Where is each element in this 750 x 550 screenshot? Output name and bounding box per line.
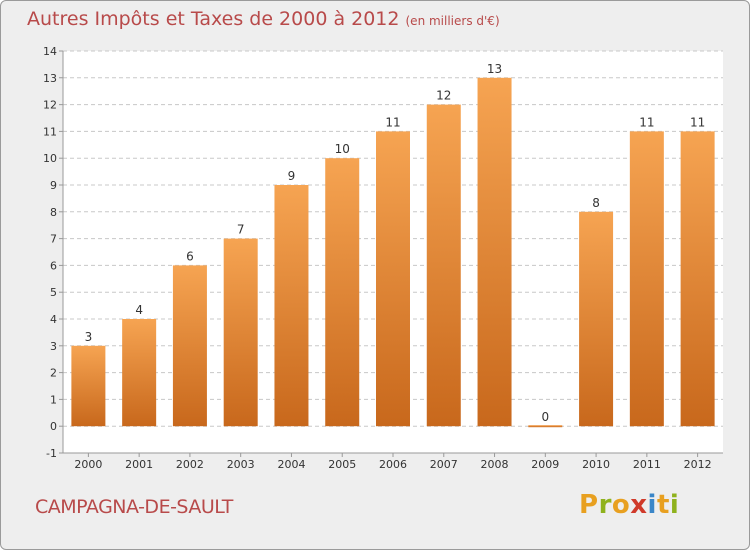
value-label: 11 (639, 115, 654, 129)
y-tick-label: 9 (50, 179, 57, 192)
logo-letter: P (579, 490, 599, 520)
x-tick-label: 2007 (430, 458, 458, 471)
bar (629, 131, 664, 427)
x-tick-label: 2003 (227, 458, 255, 471)
x-tick-label: 2001 (125, 458, 153, 471)
value-label: 12 (436, 89, 451, 103)
x-tick-label: 2005 (328, 458, 356, 471)
bar (71, 345, 106, 427)
bar (223, 238, 258, 427)
logo-letter: t (656, 490, 670, 520)
value-label: 3 (85, 330, 93, 344)
bar (172, 265, 207, 427)
y-tick-label: 10 (43, 152, 57, 165)
y-tick-label: 2 (50, 367, 57, 380)
y-tick-label: 7 (50, 233, 57, 246)
y-tick-label: 5 (50, 286, 57, 299)
title-unit: (en milliers d'€) (405, 14, 500, 28)
x-tick-label: 2002 (176, 458, 204, 471)
y-tick-label: 11 (43, 125, 57, 138)
logo-letter: r (598, 490, 612, 520)
x-tick-label: 2008 (481, 458, 509, 471)
bar (579, 211, 614, 427)
x-tick-label: 2004 (277, 458, 305, 471)
title-text: Autres Impôts et Taxes de 2000 à 2012 (27, 8, 400, 30)
x-tick-label: 2000 (74, 458, 102, 471)
value-labels: 3 4 6 7 9 10 11 12 13 0 8 11 11 (85, 62, 706, 424)
bar (376, 131, 410, 427)
value-label: 7 (237, 223, 245, 237)
x-axis-ticks: 2000 2001 2002 2003 2004 2005 2006 2007 2008 2009… (74, 453, 712, 471)
proxiti-logo: Proxiti (579, 490, 679, 520)
value-label: 10 (335, 142, 350, 156)
value-label: 6 (186, 249, 194, 263)
logo-letter: o (611, 490, 631, 520)
x-tick-label: 2006 (379, 458, 407, 471)
value-label: 13 (487, 62, 502, 76)
value-label: 0 (541, 410, 549, 424)
bar (680, 131, 715, 427)
chart-title: Autres Impôts et Taxes de 2000 à 2012 (en… (27, 8, 500, 30)
bar (325, 158, 360, 427)
y-tick-label: 1 (50, 393, 57, 406)
value-label: 9 (288, 169, 296, 183)
y-tick-label: 12 (43, 99, 57, 112)
y-tick-label: 4 (50, 313, 57, 326)
x-tick-label: 2010 (582, 458, 610, 471)
bar (528, 425, 563, 428)
value-label: 8 (592, 196, 600, 210)
y-tick-label: 6 (50, 259, 57, 272)
value-label: 11 (690, 115, 705, 129)
bar (274, 185, 309, 427)
commune-name: CAMPAGNA-DE-SAULT (35, 496, 233, 518)
logo-letter: i (647, 490, 657, 520)
value-label: 4 (135, 303, 143, 317)
value-label: 11 (385, 115, 400, 129)
y-tick-label: -1 (46, 447, 57, 460)
bars (71, 77, 715, 428)
x-tick-label: 2011 (633, 458, 661, 471)
y-tick-label: 3 (50, 340, 57, 353)
bar (122, 319, 157, 427)
y-tick-label: 0 (50, 420, 57, 433)
logo-letter: x (630, 490, 648, 520)
bar (477, 77, 512, 427)
y-tick-label: 14 (43, 45, 57, 58)
x-tick-label: 2012 (684, 458, 712, 471)
y-tick-label: 8 (50, 206, 57, 219)
logo-letter: i (669, 490, 680, 520)
bar (426, 104, 461, 427)
x-tick-label: 2009 (531, 458, 559, 471)
y-tick-label: 13 (43, 72, 57, 85)
